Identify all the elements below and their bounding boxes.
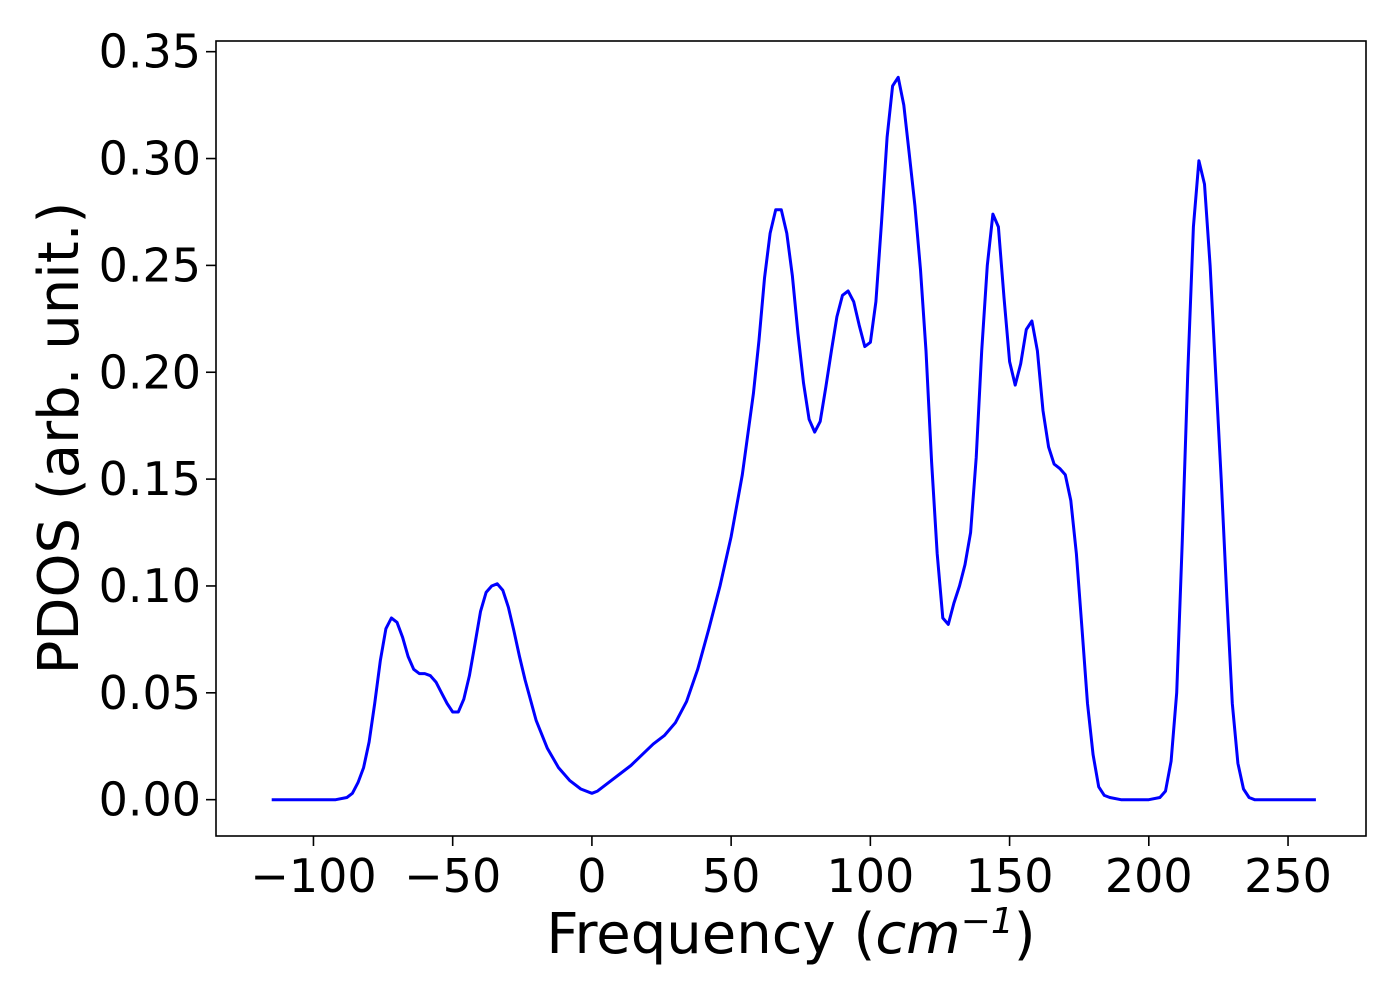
x-tick-label: 250 [1244,849,1332,903]
y-tick-label: 0.15 [99,452,201,506]
y-tick-label: 0.25 [99,238,201,292]
y-tick-label: 0.10 [99,559,201,613]
y-tick-label: 0.35 [99,25,201,79]
x-tick-label: −100 [250,849,376,903]
x-axis-label: Frequency (cm−1) [546,901,1035,967]
plot-frame [215,40,1367,837]
y-tick-label: 0.20 [99,345,201,399]
x-tick-label: 150 [966,849,1054,903]
x-tick-label: 100 [826,849,914,903]
x-tick-label: 0 [577,849,606,903]
y-tick-label: 0.00 [99,773,201,827]
x-tick-label: −50 [404,849,501,903]
y-tick-label: 0.05 [99,666,201,720]
x-tick-label: 50 [702,849,761,903]
x-tick-label: 200 [1105,849,1193,903]
pdos-series-line [271,75,1316,802]
x-axis-ticks: −100 −50 0 50 100 150 200 250 [250,836,1332,903]
y-axis-label: PDOS (arb. unit.) [27,202,92,675]
y-axis-ticks: 0.00 0.05 0.10 0.15 0.20 0.25 0.30 0.35 [99,25,216,827]
y-tick-label: 0.30 [99,132,201,186]
